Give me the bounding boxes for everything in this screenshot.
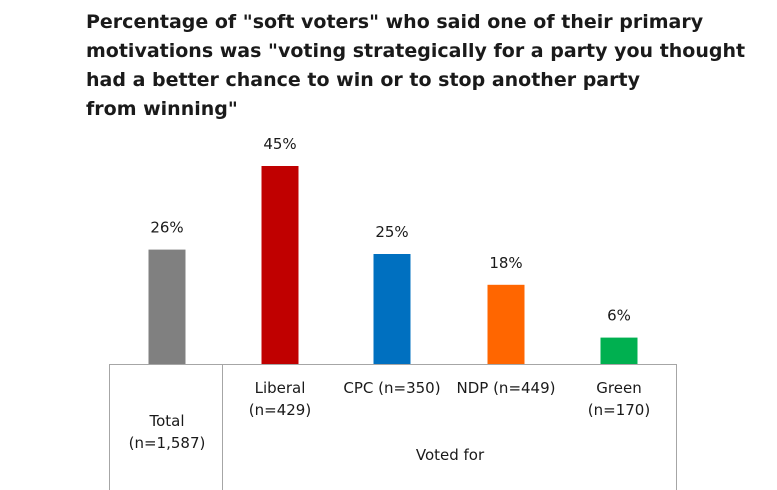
category-label: (n=429) xyxy=(249,401,311,419)
category-label: (n=1,587) xyxy=(129,434,206,452)
bar xyxy=(148,249,186,364)
title-line: Percentage of "soft voters" who said one… xyxy=(86,11,704,33)
category-label: (n=170) xyxy=(588,401,650,419)
bar xyxy=(261,166,299,364)
data-label: 6% xyxy=(607,307,631,325)
category-label: NDP (n=449) xyxy=(457,379,556,397)
title-line: had a better chance to win or to stop an… xyxy=(86,69,640,91)
title-line: motivations was "voting strategically fo… xyxy=(86,40,746,62)
group-label: Voted for xyxy=(416,446,485,464)
category-label: Liberal xyxy=(255,379,306,397)
data-label: 25% xyxy=(375,223,408,241)
data-label: 26% xyxy=(150,219,183,237)
bar xyxy=(487,284,525,364)
bar xyxy=(600,337,638,364)
data-label: 18% xyxy=(489,254,522,272)
title-line: from winning" xyxy=(86,98,238,120)
category-label: Green xyxy=(596,379,641,397)
data-label: 45% xyxy=(263,135,296,153)
bar xyxy=(373,254,411,364)
category-label: CPC (n=350) xyxy=(343,379,440,397)
category-label: Total xyxy=(148,412,184,430)
chart-title: Percentage of "soft voters" who said one… xyxy=(86,8,746,124)
